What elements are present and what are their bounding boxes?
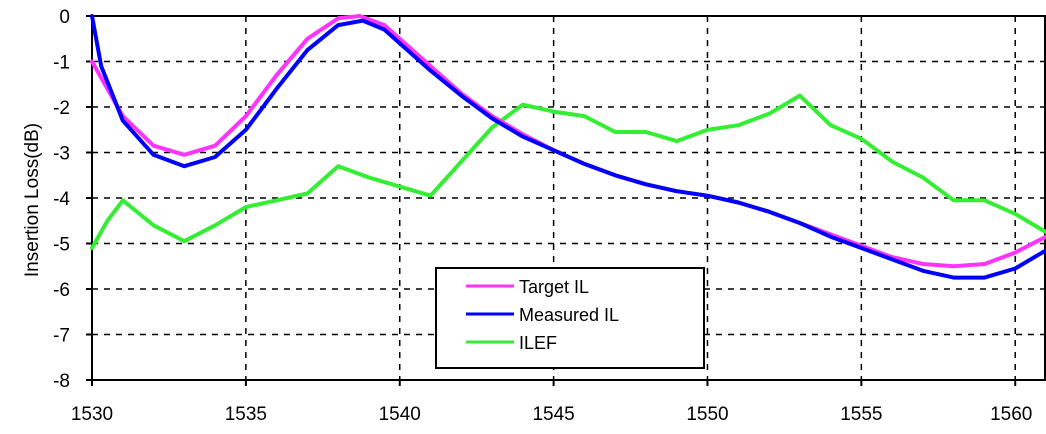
y-tick-label: -7 bbox=[53, 326, 70, 347]
series-line-measured-il bbox=[90, 14, 1046, 280]
y-tick-label: -6 bbox=[53, 280, 70, 301]
legend-label-target-il: Target IL bbox=[519, 277, 589, 297]
y-axis-label: Insertion Loss(dB) bbox=[22, 123, 43, 277]
y-tick-label: -3 bbox=[53, 144, 70, 165]
y-tick-label: 0 bbox=[59, 7, 70, 28]
y-tick-label: -5 bbox=[53, 235, 70, 256]
legend: Target IL Measured IL ILEF bbox=[435, 267, 705, 369]
x-tick-label: 1550 bbox=[686, 404, 728, 425]
x-tick-label: 1530 bbox=[71, 404, 113, 425]
x-tick-label: 1555 bbox=[840, 404, 882, 425]
legend-label-ilef: ILEF bbox=[519, 333, 557, 353]
legend-label-measured-il: Measured IL bbox=[519, 305, 619, 325]
y-axis-ticks: 0 -1 -2 -3 -4 -5 -6 -7 -8 bbox=[53, 7, 92, 392]
x-tick-label: 1560 bbox=[990, 404, 1032, 425]
y-tick-label: -4 bbox=[53, 189, 70, 210]
grid-lines bbox=[92, 16, 1046, 380]
x-axis-ticks: 1530 1535 1540 1545 1550 1555 1560 bbox=[71, 380, 1032, 425]
y-tick-label: -8 bbox=[53, 371, 70, 392]
series-line-ilef bbox=[90, 93, 1046, 250]
x-tick-label: 1545 bbox=[532, 404, 574, 425]
series-layer bbox=[90, 14, 1046, 280]
y-tick-label: -1 bbox=[53, 53, 70, 74]
x-tick-label: 1535 bbox=[225, 404, 267, 425]
x-tick-label: 1540 bbox=[379, 404, 421, 425]
y-tick-label: -2 bbox=[53, 98, 70, 119]
